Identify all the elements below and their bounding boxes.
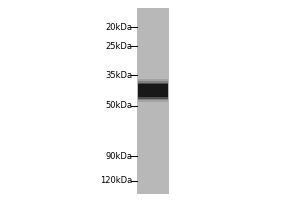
- Text: 35kDa: 35kDa: [105, 71, 132, 80]
- Bar: [138, 79, 168, 102]
- Text: 90kDa: 90kDa: [105, 152, 132, 161]
- Text: 120kDa: 120kDa: [100, 176, 132, 185]
- Bar: [138, 84, 168, 97]
- Text: 20kDa: 20kDa: [105, 23, 132, 32]
- Bar: [136, 8, 169, 194]
- Text: 25kDa: 25kDa: [105, 42, 132, 51]
- Text: 50kDa: 50kDa: [105, 101, 132, 110]
- Bar: [138, 81, 168, 100]
- Bar: [138, 83, 168, 99]
